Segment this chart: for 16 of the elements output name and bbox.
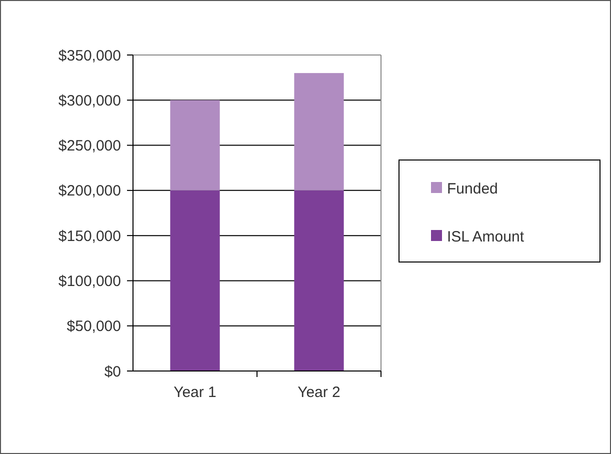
y-tick-label: $100,000 [58, 272, 121, 290]
y-tick-label: $200,000 [58, 182, 121, 200]
bar [294, 73, 344, 190]
y-tick-label: $350,000 [58, 47, 121, 64]
bar [294, 190, 344, 371]
y-tick-label: $300,000 [58, 92, 121, 110]
bar [170, 190, 220, 371]
y-tick-label: $250,000 [58, 138, 121, 155]
y-tick-label: $0 [104, 363, 121, 380]
bar [170, 100, 220, 190]
legend-label: Funded [447, 180, 498, 198]
y-tick-label: $50,000 [66, 318, 121, 336]
x-tick-label: Year 2 [298, 384, 340, 401]
y-tick-label: $150,000 [58, 228, 121, 245]
legend-label: ISL Amount [447, 228, 525, 246]
x-tick-label: Year 1 [174, 384, 216, 401]
